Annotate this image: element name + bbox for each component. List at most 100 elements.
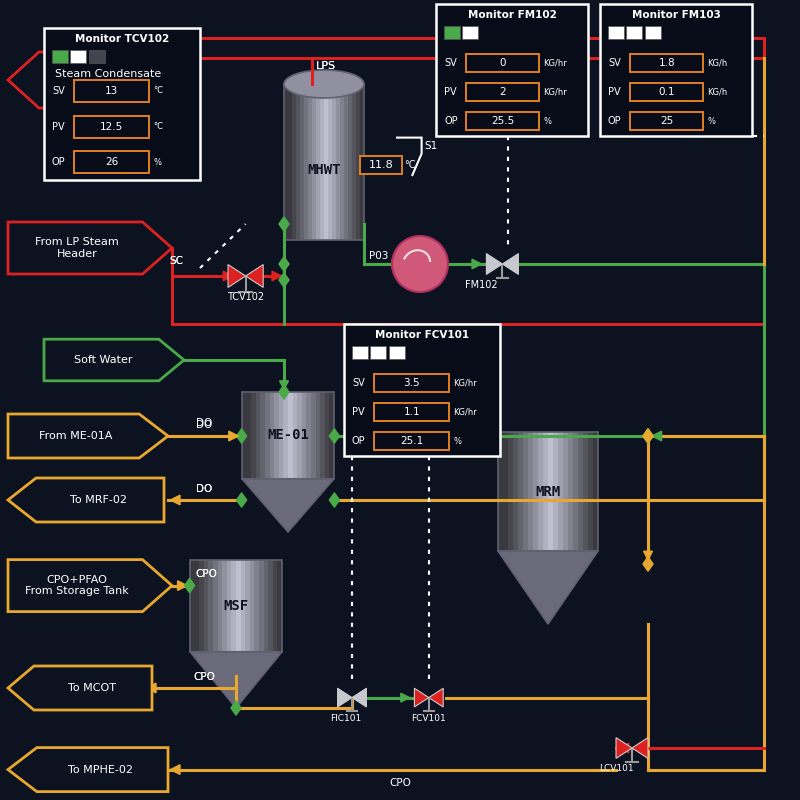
Text: LPS: LPS [316, 61, 336, 70]
FancyBboxPatch shape [466, 83, 539, 102]
Polygon shape [250, 560, 254, 652]
Polygon shape [246, 392, 251, 478]
Polygon shape [272, 271, 282, 281]
Polygon shape [356, 84, 360, 240]
FancyBboxPatch shape [74, 151, 150, 174]
Polygon shape [312, 84, 316, 240]
Text: From ME-01A: From ME-01A [38, 431, 112, 441]
Text: 13: 13 [106, 86, 118, 96]
Polygon shape [311, 392, 315, 478]
Text: Monitor FM103: Monitor FM103 [631, 10, 721, 19]
Polygon shape [588, 432, 593, 551]
Text: FCV101: FCV101 [411, 714, 446, 722]
Polygon shape [270, 392, 274, 478]
Ellipse shape [284, 70, 364, 98]
Text: DO: DO [196, 418, 212, 428]
Polygon shape [543, 432, 548, 551]
Polygon shape [146, 683, 156, 693]
Text: 1.1: 1.1 [403, 407, 420, 418]
Text: TCV102: TCV102 [227, 292, 264, 302]
Text: MRM: MRM [535, 485, 561, 498]
Polygon shape [332, 84, 336, 240]
Polygon shape [429, 688, 443, 707]
Polygon shape [360, 84, 364, 240]
Polygon shape [264, 560, 268, 652]
Text: Soft Water: Soft Water [74, 355, 132, 365]
Polygon shape [8, 478, 164, 522]
Polygon shape [283, 392, 288, 478]
Text: To MRF-02: To MRF-02 [70, 495, 127, 505]
Text: 11.8: 11.8 [369, 160, 393, 170]
FancyBboxPatch shape [44, 28, 200, 180]
Polygon shape [644, 551, 653, 560]
Polygon shape [508, 432, 513, 551]
Polygon shape [616, 738, 632, 758]
Polygon shape [278, 392, 283, 478]
Text: PV: PV [444, 87, 457, 98]
Text: 25: 25 [660, 116, 674, 126]
FancyBboxPatch shape [608, 26, 624, 39]
FancyBboxPatch shape [626, 26, 642, 39]
Polygon shape [170, 765, 180, 774]
Polygon shape [261, 392, 265, 478]
Text: To MCOT: To MCOT [67, 683, 115, 693]
FancyBboxPatch shape [374, 374, 450, 392]
Polygon shape [8, 560, 172, 611]
Text: KG/hr: KG/hr [454, 378, 477, 388]
Polygon shape [315, 392, 320, 478]
Polygon shape [632, 738, 648, 758]
Text: 26: 26 [106, 158, 118, 167]
Polygon shape [274, 392, 278, 478]
Polygon shape [538, 432, 543, 551]
Polygon shape [523, 432, 528, 551]
Polygon shape [199, 560, 204, 652]
Polygon shape [228, 265, 246, 287]
Polygon shape [573, 432, 578, 551]
Text: %: % [707, 117, 715, 126]
FancyBboxPatch shape [352, 346, 368, 359]
Polygon shape [170, 495, 180, 505]
Text: DO: DO [196, 419, 212, 430]
Text: 0.1: 0.1 [658, 87, 675, 98]
Polygon shape [320, 84, 324, 240]
Polygon shape [533, 432, 538, 551]
Polygon shape [338, 688, 352, 707]
Polygon shape [304, 84, 308, 240]
Polygon shape [568, 432, 573, 551]
Polygon shape [213, 560, 218, 652]
Polygon shape [528, 432, 533, 551]
Polygon shape [231, 560, 236, 652]
FancyBboxPatch shape [600, 4, 752, 136]
Polygon shape [190, 560, 194, 652]
Text: PV: PV [352, 407, 365, 418]
Polygon shape [185, 578, 194, 593]
Polygon shape [178, 581, 187, 590]
Text: OP: OP [444, 116, 458, 126]
Text: From LP Steam
Header: From LP Steam Header [35, 238, 118, 258]
Text: 1.8: 1.8 [658, 58, 675, 68]
Text: Monitor FCV101: Monitor FCV101 [375, 330, 469, 339]
Polygon shape [583, 432, 588, 551]
Polygon shape [288, 392, 293, 478]
Polygon shape [44, 339, 184, 381]
Polygon shape [279, 257, 289, 271]
FancyBboxPatch shape [462, 26, 478, 39]
Text: SC: SC [169, 256, 183, 266]
Polygon shape [643, 429, 653, 443]
Polygon shape [498, 551, 598, 624]
Polygon shape [316, 84, 320, 240]
Text: KG/hr: KG/hr [543, 88, 567, 97]
Text: SV: SV [444, 58, 457, 68]
Polygon shape [472, 259, 482, 269]
Polygon shape [208, 560, 213, 652]
Text: %: % [543, 117, 551, 126]
Text: FM102: FM102 [466, 280, 498, 290]
Polygon shape [237, 429, 246, 443]
Text: LPS: LPS [316, 61, 336, 70]
Text: 2: 2 [499, 87, 506, 98]
Polygon shape [325, 392, 330, 478]
Text: OP: OP [352, 436, 366, 446]
Text: PV: PV [52, 122, 65, 131]
Text: %: % [454, 437, 462, 446]
Text: °C: °C [154, 122, 163, 131]
